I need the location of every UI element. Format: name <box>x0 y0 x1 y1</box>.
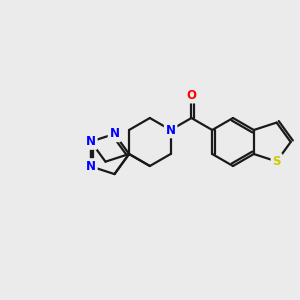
Text: N: N <box>86 135 96 148</box>
Text: O: O <box>186 89 197 102</box>
Text: N: N <box>86 160 96 173</box>
Text: S: S <box>272 155 281 168</box>
Text: N: N <box>110 128 119 140</box>
Text: N: N <box>166 124 176 136</box>
